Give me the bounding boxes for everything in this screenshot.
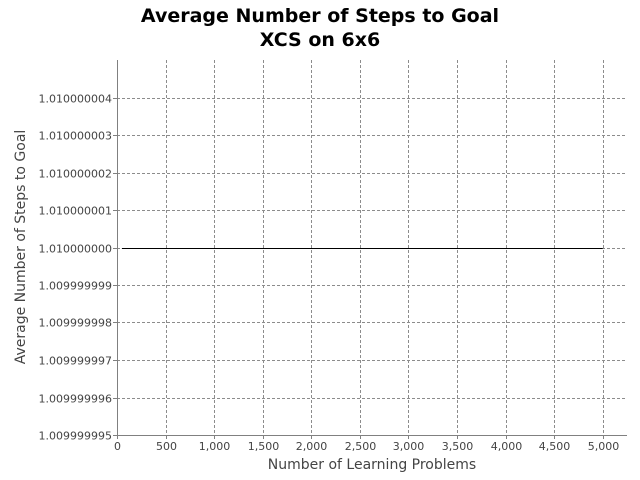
- tick-labels: 0 500 1,000 1,500 2,000 2,500 3,000 3,500 4,000 4…: [39, 93, 620, 454]
- chart-subtitle: XCS on 6x6: [260, 29, 380, 51]
- y-tick-label: 1.009999995: [39, 430, 112, 443]
- x-tick-label: 1,000: [199, 440, 231, 453]
- y-tick-label: 1.010000000: [39, 243, 112, 256]
- axes: [113, 60, 627, 439]
- y-tick-label: 1.009999998: [39, 317, 112, 330]
- chart-title: Average Number of Steps to Goal: [141, 5, 499, 27]
- y-tick-label: 1.009999997: [39, 355, 112, 368]
- x-axis-label: Number of Learning Problems: [268, 457, 476, 473]
- grid: [117, 60, 627, 435]
- y-tick-label: 1.010000002: [39, 168, 112, 181]
- x-tick-label: 500: [156, 440, 177, 453]
- y-tick-label: 1.010000001: [39, 205, 112, 218]
- x-tick-label: 3,500: [442, 440, 474, 453]
- y-axis-label: Average Number of Steps to Goal: [13, 130, 29, 365]
- y-tick-label: 1.010000004: [39, 93, 112, 106]
- x-tick-label: 3,000: [393, 440, 425, 453]
- y-tick-label: 1.010000003: [39, 130, 112, 143]
- x-tick-label: 4,500: [539, 440, 571, 453]
- x-tick-label: 5,000: [588, 440, 620, 453]
- x-tick-label: 0: [114, 440, 121, 453]
- x-tick-label: 2,000: [296, 440, 328, 453]
- x-tick-label: 1,500: [248, 440, 280, 453]
- x-tick-label: 2,500: [345, 440, 377, 453]
- x-tick-label: 4,000: [491, 440, 523, 453]
- y-tick-label: 1.009999996: [39, 393, 112, 406]
- y-tick-label: 1.009999999: [39, 280, 112, 293]
